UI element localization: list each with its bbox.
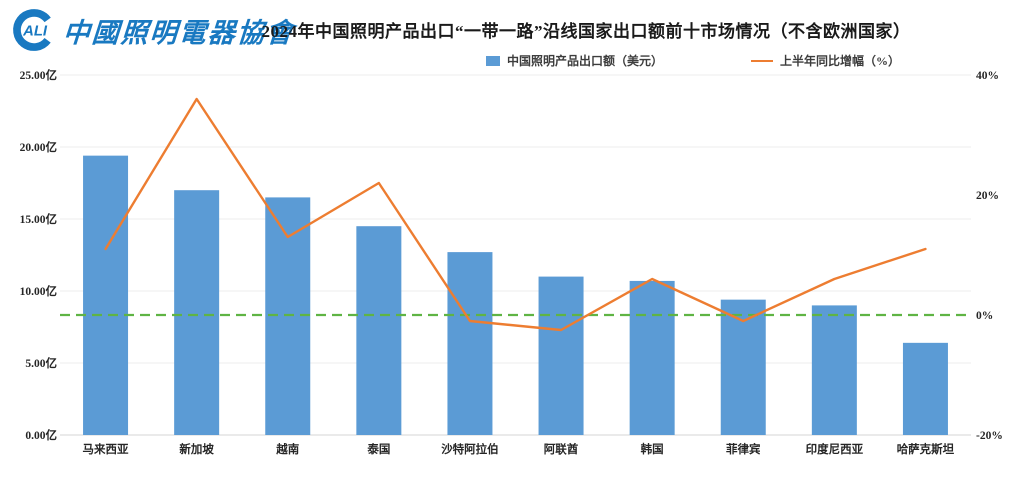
growth-line bbox=[104, 97, 927, 332]
bar-越南 bbox=[265, 197, 311, 435]
y-axis-right-tick-label: 0% bbox=[976, 310, 993, 322]
cali-logo: ALI 中國照明電器協會 bbox=[12, 8, 296, 52]
cali-logo-icon: ALI bbox=[13, 9, 55, 51]
y-axis-right-tick-label: -20% bbox=[976, 430, 1003, 442]
x-axis-label-阿联酋: 阿联酋 bbox=[544, 442, 579, 456]
y-axis-right-tick-label: 20% bbox=[976, 190, 999, 202]
legend-label-export-amount: 中国照明产品出口额（美元） bbox=[507, 54, 664, 68]
x-axis-label-沙特阿拉伯: 沙特阿拉伯 bbox=[441, 442, 499, 456]
bar-韩国 bbox=[629, 280, 675, 435]
x-axis-label-菲律宾: 菲律宾 bbox=[726, 442, 761, 456]
legend-label-growth-rate: 上半年同比增幅（%） bbox=[780, 54, 901, 68]
bar-印度尼西亚 bbox=[811, 305, 857, 435]
x-axis-label-越南: 越南 bbox=[275, 442, 299, 456]
x-axis-label-泰国: 泰国 bbox=[366, 442, 390, 456]
chart-title: 2024年中国照明产品出口“一带一路”沿线国家出口额前十市场情况（不含欧洲国家） bbox=[261, 22, 911, 41]
bar-泰国 bbox=[356, 226, 402, 435]
legend-item-export-amount: 中国照明产品出口额（美元） bbox=[486, 52, 663, 69]
bar-series-swatch-icon bbox=[486, 55, 500, 66]
logo-badge-text: ALI bbox=[22, 24, 48, 40]
x-axis-label-韩国: 韩国 bbox=[641, 442, 664, 456]
chart-legend: 中国照明产品出口额（美元） 上半年同比增幅（%） bbox=[486, 52, 900, 69]
y-axis-right-tick-label: 40% bbox=[976, 70, 999, 82]
bar-马来西亚 bbox=[83, 155, 129, 435]
bar-沙特阿拉伯 bbox=[447, 252, 493, 435]
x-axis-label-印度尼西亚: 印度尼西亚 bbox=[806, 442, 864, 456]
bar-哈萨克斯坦 bbox=[902, 342, 948, 435]
x-axis-label-新加坡: 新加坡 bbox=[179, 442, 214, 456]
y-axis-left-tick-label: 25.00亿 bbox=[20, 68, 58, 82]
x-axis-label-马来西亚: 马来西亚 bbox=[83, 442, 129, 456]
y-axis-left-tick-label: 20.00亿 bbox=[20, 140, 58, 154]
logo-c-ring bbox=[13, 9, 55, 51]
bar-新加坡 bbox=[174, 190, 220, 435]
y-axis-left-tick-label: 0.00亿 bbox=[25, 428, 57, 442]
legend-item-growth-rate: 上半年同比增幅（%） bbox=[751, 52, 900, 69]
y-axis-left-tick-label: 5.00亿 bbox=[25, 356, 57, 370]
y-axis-left-tick-label: 10.00亿 bbox=[20, 284, 58, 298]
x-axis-label-哈萨克斯坦: 哈萨克斯坦 bbox=[897, 442, 955, 456]
y-axis-left-tick-label: 15.00亿 bbox=[20, 212, 58, 226]
line-series-swatch-icon bbox=[751, 59, 774, 62]
bar-阿联酋 bbox=[538, 276, 584, 435]
